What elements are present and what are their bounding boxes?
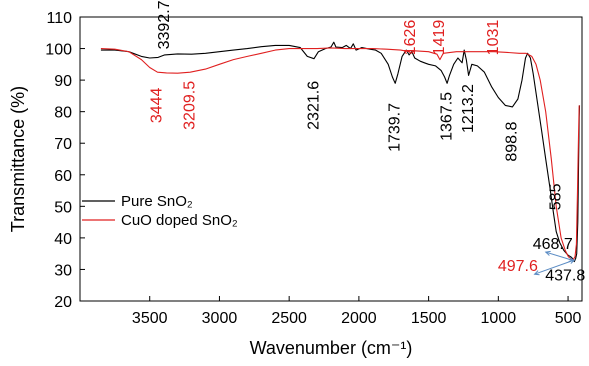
peak-label: 1031 — [485, 20, 502, 56]
annotation-arrow-tail — [533, 270, 540, 276]
ticks-layer: 3500 3000 2500 2000 1500 1000 500 20 30 40 50 60 70 8… — [45, 10, 581, 327]
y-tick-label: 110 — [46, 10, 72, 27]
y-tick-label: 70 — [54, 136, 72, 153]
peak-label: 3392.7 — [156, 0, 173, 49]
y-tick-label: 30 — [54, 262, 72, 279]
annotation-arrow-head — [569, 258, 576, 264]
x-tick-label: 2000 — [341, 310, 377, 327]
annotations-layer: 3392.7 3444 3209.5 2321.6 1739.7 1626 1419 1367… — [149, 0, 586, 284]
series-line-1 — [100, 47, 580, 261]
x-tick-label: 500 — [555, 310, 582, 327]
peak-label: 585 — [547, 183, 564, 210]
peak-label: 2321.6 — [305, 81, 322, 130]
peak-label: 497.6 — [498, 258, 538, 275]
y-tick-label: 100 — [45, 42, 72, 59]
series-line-0 — [100, 41, 581, 263]
x-axis-title: Wavenumber (cm⁻¹) — [250, 338, 413, 358]
annotation-arrow-tail — [544, 250, 551, 256]
peak-label: 1419 — [431, 20, 448, 56]
y-tick-label: 60 — [54, 168, 72, 185]
peak-label: 1367.5 — [438, 92, 455, 141]
peak-label: 1626 — [402, 20, 419, 56]
legend-label-pure: Pure SnO₂ — [121, 193, 193, 210]
series-layer — [100, 41, 581, 263]
legend-label-cuo: CuO doped SnO₂ — [121, 212, 238, 229]
annotation-arrow — [545, 251, 574, 262]
x-tick-label: 2500 — [271, 310, 307, 327]
y-tick-label: 50 — [54, 199, 72, 216]
peak-label: 3444 — [149, 87, 166, 123]
y-tick-label: 20 — [54, 294, 72, 311]
axes-layer — [79, 16, 583, 302]
peak-label: 1739.7 — [386, 103, 403, 152]
peak-label: 437.8 — [545, 267, 585, 284]
x-tick-label: 1000 — [481, 310, 517, 327]
peak-label: 3209.5 — [181, 81, 198, 130]
x-tick-label: 3500 — [132, 310, 168, 327]
y-tick-label: 40 — [54, 231, 72, 248]
y-tick-label: 90 — [54, 73, 72, 90]
peak-label: 898.8 — [504, 122, 521, 162]
x-tick-label: 1500 — [411, 310, 447, 327]
plot-frame — [79, 16, 583, 302]
x-tick-label: 3000 — [202, 310, 238, 327]
legend: Pure SnO₂ CuO doped SnO₂ — [82, 193, 238, 229]
peak-label: 468.7 — [533, 236, 573, 253]
peak-label: 1213.2 — [460, 84, 477, 133]
y-axis-title: Transmittance (%) — [8, 86, 28, 232]
annotation-arrow — [534, 259, 575, 275]
y-tick-label: 80 — [54, 105, 72, 122]
